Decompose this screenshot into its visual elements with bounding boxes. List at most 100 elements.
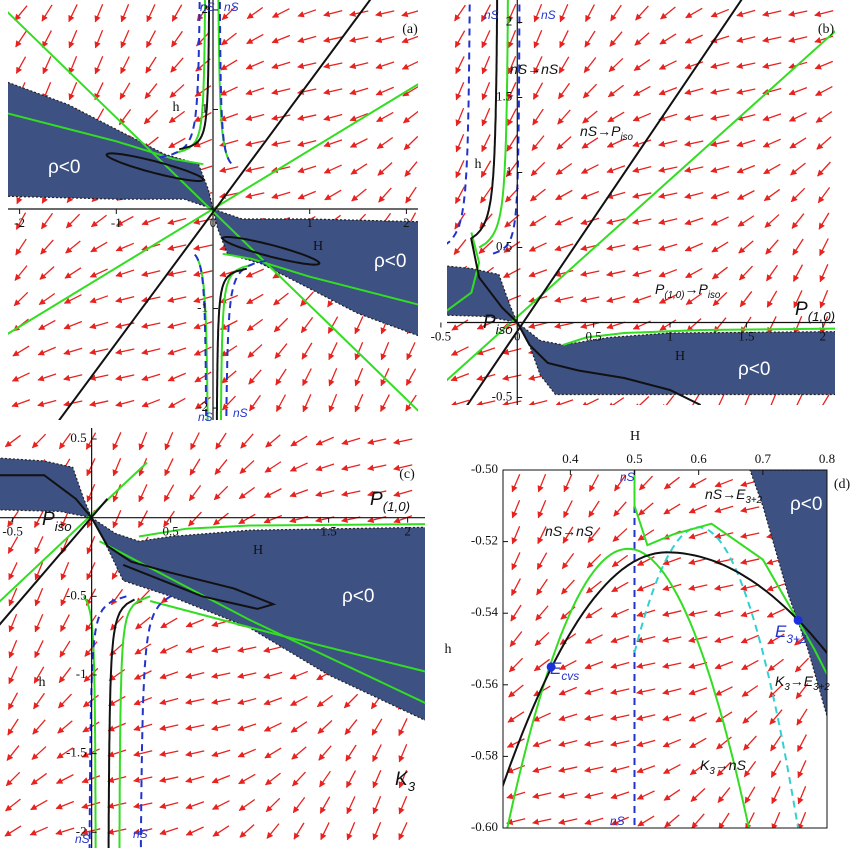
annotation-part: nS→E: [705, 486, 746, 502]
field-arrow: [167, 217, 187, 226]
field-arrow: [584, 766, 604, 773]
field-arrow: [37, 399, 57, 408]
field-arrow: [323, 9, 343, 18]
field-arrow: [194, 371, 212, 383]
field-arrow: [34, 587, 44, 607]
field-arrow: [39, 266, 55, 280]
field-arrow: [346, 796, 356, 815]
field-arrow: [511, 578, 521, 596]
field-arrow: [211, 749, 231, 758]
field-arrow: [60, 614, 70, 633]
field-arrow: [402, 85, 418, 97]
field-arrow: [190, 432, 200, 451]
field-arrow: [684, 217, 704, 226]
field-arrow: [58, 667, 72, 684]
field-arrow: [584, 634, 603, 644]
field-arrow: [271, 34, 291, 44]
field-arrow: [561, 579, 575, 595]
field-arrow: [742, 710, 758, 724]
field-arrow: [710, 114, 730, 121]
field-arrow: [315, 436, 334, 446]
field-arrow: [684, 242, 703, 252]
field-arrow: [315, 489, 335, 498]
field-arrow: [662, 713, 682, 722]
field-arrow: [193, 295, 213, 304]
field-arrow: [610, 765, 630, 774]
field-arrow: [112, 432, 122, 451]
field-arrow: [481, 81, 491, 101]
field-arrow: [86, 535, 96, 555]
field-arrow: [613, 501, 627, 517]
field-arrow: [532, 818, 552, 825]
field-arrow: [691, 813, 705, 828]
field-arrow: [511, 499, 521, 519]
annotation: P(1,0): [795, 299, 835, 324]
x-tick-label: 1: [306, 215, 313, 230]
field-arrow: [476, 400, 496, 405]
field-arrow: [107, 722, 126, 732]
field-arrow: [762, 10, 782, 17]
field-arrow: [661, 395, 675, 405]
field-arrow: [610, 714, 630, 721]
field-arrow: [480, 160, 492, 178]
annotation-sub: 3+2: [813, 682, 830, 693]
field-arrow: [508, 684, 524, 698]
y-tick-label: -0.56: [471, 676, 499, 691]
field-arrow: [323, 139, 343, 148]
field-arrow: [658, 294, 677, 304]
field-arrow: [107, 749, 127, 758]
y-axis-label: h: [445, 642, 452, 657]
field-arrow: [770, 760, 782, 778]
field-arrow: [688, 636, 708, 643]
field-arrow: [168, 137, 186, 149]
field-arrow: [762, 138, 781, 148]
field-arrow: [636, 662, 656, 669]
field-arrow: [688, 661, 708, 670]
field-arrow: [588, 500, 600, 518]
field-arrow: [635, 5, 649, 21]
field-arrow: [221, 370, 237, 384]
annotation-part: nS: [198, 410, 213, 424]
field-arrow: [793, 290, 803, 309]
field-arrow: [532, 108, 544, 126]
field-arrow: [711, 241, 729, 253]
field-arrow: [632, 244, 652, 251]
field-arrow: [63, 374, 83, 382]
field-arrow: [94, 3, 104, 23]
field-arrow: [375, 61, 395, 70]
annotation-part: ρ<0: [790, 494, 822, 515]
field-arrow: [219, 294, 239, 304]
field-arrow: [716, 761, 732, 777]
field-arrow: [611, 554, 629, 568]
annotation: nS: [200, 0, 215, 14]
annotation-part: K: [775, 673, 785, 689]
field-arrow: [554, 399, 574, 405]
field-arrow: [220, 32, 237, 46]
field-arrow: [345, 770, 357, 788]
field-arrow: [57, 720, 73, 734]
field-arrow: [737, 215, 755, 227]
field-arrow: [271, 114, 291, 121]
field-arrow: [350, 163, 368, 175]
field-arrow: [245, 268, 264, 278]
boundary-curve: [447, 30, 835, 382]
boundary-curve: [447, 232, 481, 312]
field-arrow: [817, 161, 831, 177]
field-arrow: [60, 510, 70, 529]
field-arrow: [558, 686, 578, 696]
field-arrow: [658, 140, 678, 148]
field-arrow: [819, 264, 829, 283]
field-arrow: [141, 373, 161, 382]
panel: 0.4 0.5 0.6 0.7 0.8 -0.50 -0.52 -0.54 -0.56 -0.58…: [445, 429, 851, 834]
field-arrow: [741, 659, 759, 671]
field-arrow: [736, 114, 756, 122]
field-arrow: [212, 825, 230, 837]
field-arrow: [662, 662, 682, 669]
field-arrow: [367, 490, 387, 497]
y-tick-label: -2: [76, 823, 87, 838]
field-arrow: [481, 108, 491, 127]
field-arrow: [64, 267, 82, 279]
field-arrow: [372, 744, 382, 763]
field-arrow: [562, 526, 574, 544]
annotation: K3→E3+2: [775, 673, 830, 693]
